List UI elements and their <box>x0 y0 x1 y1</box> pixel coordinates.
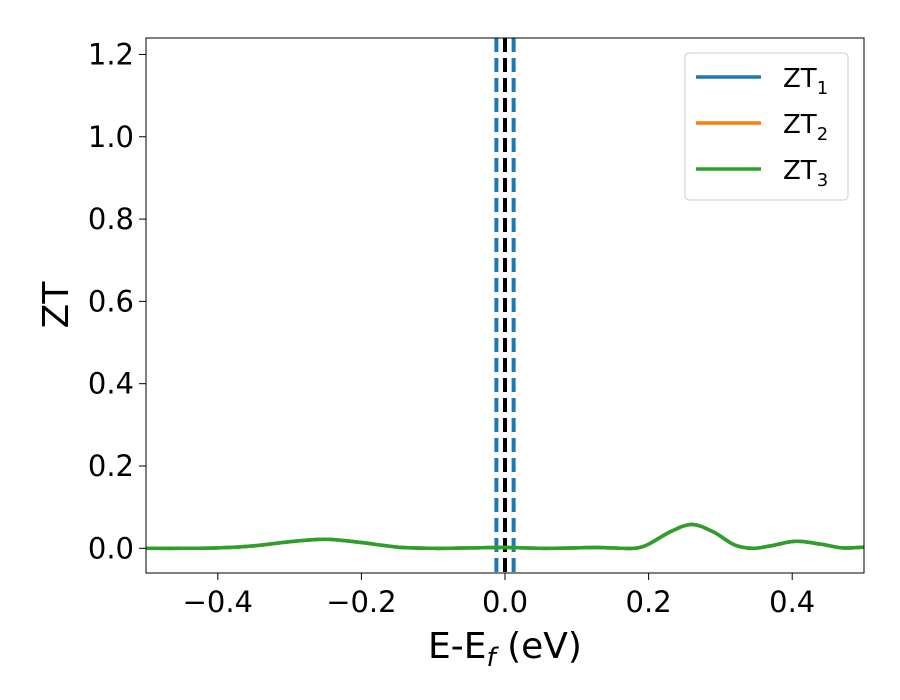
y-axis-ticks: 0.0 0.2 0.4 0.6 0.8 1.0 1.2 <box>88 37 146 565</box>
y-tick-label: 1.0 <box>88 120 134 154</box>
legend: ZT1 ZT2 ZT3 <box>684 52 849 201</box>
legend-label: ZT3 <box>783 156 828 191</box>
x-tick-label: 0.0 <box>482 585 528 619</box>
y-tick-label: 1.2 <box>88 37 134 71</box>
legend-label: ZT2 <box>783 110 828 145</box>
x-axis-label: E-Ef (eV) <box>428 626 582 673</box>
series-lines <box>146 522 864 551</box>
y-axis-label: ZT <box>36 281 77 329</box>
x-tick-label: 0.2 <box>626 585 672 619</box>
x-axis-label-unit: (eV) <box>496 626 582 667</box>
x-axis-label-main: E-E <box>428 626 486 667</box>
legend-box <box>684 52 849 201</box>
x-tick-label: 0.4 <box>769 585 815 619</box>
vertical-lines <box>494 38 516 573</box>
y-tick-label: 0.4 <box>88 367 134 401</box>
y-tick-label: 0.6 <box>88 284 134 318</box>
x-tick-label: −0.4 <box>183 585 253 619</box>
y-tick-label: 0.0 <box>88 531 134 565</box>
y-tick-label: 0.2 <box>88 449 134 483</box>
series-line-zt3 <box>146 522 864 551</box>
x-tick-label: −0.2 <box>326 585 396 619</box>
x-axis-ticks: −0.4 −0.2 0.0 0.2 0.4 <box>183 573 815 619</box>
legend-label: ZT1 <box>783 64 828 99</box>
y-tick-label: 0.8 <box>88 202 134 236</box>
